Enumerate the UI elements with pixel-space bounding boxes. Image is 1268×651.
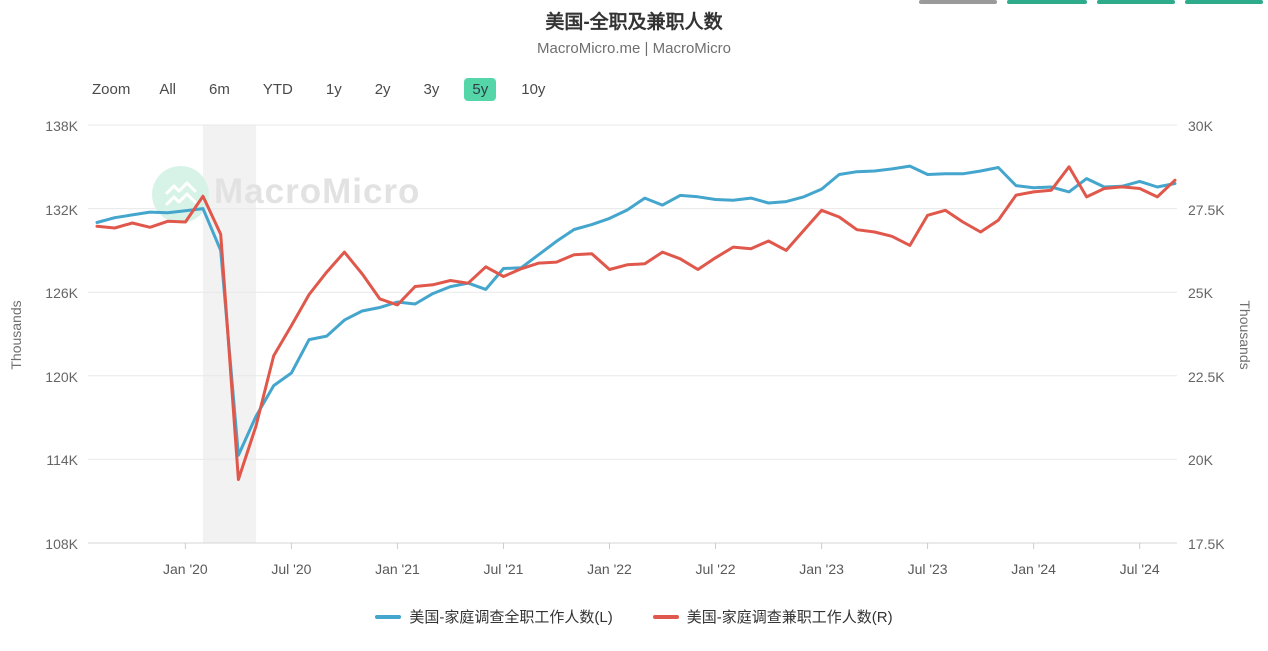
top-cutoff-teal-button-1[interactable] <box>1007 0 1087 4</box>
parttime-series-swatch <box>652 614 679 619</box>
range-button-3y[interactable]: 3y <box>423 81 440 98</box>
left-axis-tick-label: 120K <box>45 368 78 385</box>
x-axis-tick-label: Jan '20 <box>163 561 208 577</box>
left-axis-tick-label: 138K <box>45 118 78 134</box>
legend-item-fulltime[interactable]: 美国-家庭调查全职工作人数(L) <box>375 606 613 627</box>
range-toolbar: Zoom All 6m YTD 1y 2y 3y 5y 10y <box>92 78 553 101</box>
x-axis-tick-label: Jul '22 <box>695 561 736 577</box>
legend-item-parttime[interactable]: 美国-家庭调查兼职工作人数(R) <box>652 606 893 627</box>
left-axis-title: Thousands <box>8 300 24 370</box>
right-axis-tick-label: 30K <box>1188 118 1213 134</box>
right-axis-tick-label: 17.5K <box>1188 536 1225 552</box>
top-cutoff-teal-button-2[interactable] <box>1097 0 1175 4</box>
x-axis-tick-label: Jul '21 <box>483 561 524 577</box>
right-axis-tick-label: 25K <box>1188 285 1213 302</box>
page-subtitle: MacroMicro.me | MacroMicro <box>537 40 731 57</box>
x-axis-tick-label: Jul '24 <box>1119 561 1160 577</box>
left-axis-tick-label: 114K <box>46 452 78 469</box>
x-axis-tick-label: Jan '22 <box>587 561 632 577</box>
right-axis-tick-label: 22.5K <box>1188 368 1225 385</box>
zoom-label: Zoom <box>92 81 131 98</box>
parttime-series-line[interactable] <box>95 165 1177 481</box>
left-axis-tick-label: 132K <box>45 201 78 218</box>
x-axis-tick-label: Jan '24 <box>1011 561 1056 577</box>
x-axis-tick-label: Jan '23 <box>799 561 844 577</box>
recession-band <box>203 125 257 543</box>
legend-item-label: 美国-家庭调查全职工作人数(L) <box>409 609 613 626</box>
legend-item-label: 美国-家庭调查兼职工作人数(R) <box>686 609 893 626</box>
range-button-5y[interactable]: 5y <box>464 78 497 101</box>
top-cutoff-teal-button-3[interactable] <box>1185 0 1263 4</box>
left-axis-tick-label: 108K <box>45 536 78 552</box>
right-axis-tick-label: 27.5K <box>1188 201 1225 218</box>
chart-legend: 美国-家庭调查全职工作人数(L) 美国-家庭调查兼职工作人数(R) <box>0 606 1268 627</box>
page-title: 美国-全职及兼职人数 <box>545 12 723 33</box>
range-button-10y[interactable]: 10y <box>521 81 546 98</box>
range-button-6m[interactable]: 6m <box>209 81 230 98</box>
x-axis-tick-label: Jan '21 <box>375 561 420 577</box>
right-axis-title: Thousands <box>1237 300 1253 370</box>
right-axis-tick-label: 20K <box>1188 452 1213 469</box>
range-button-1y[interactable]: 1y <box>325 81 342 98</box>
range-button-2y[interactable]: 2y <box>374 81 391 98</box>
top-cutoff-gray-button[interactable] <box>919 0 997 4</box>
left-axis-tick-label: 126K <box>45 285 78 302</box>
x-axis-tick-label: Jul '20 <box>271 561 312 577</box>
range-button-ytd[interactable]: YTD <box>262 81 293 98</box>
watermark-text: MacroMicro <box>214 172 421 211</box>
fulltime-series-line[interactable] <box>95 164 1177 457</box>
range-button-all[interactable]: All <box>159 81 177 98</box>
fulltime-series-swatch <box>375 614 402 619</box>
x-axis-tick-label: Jul '23 <box>907 561 948 577</box>
